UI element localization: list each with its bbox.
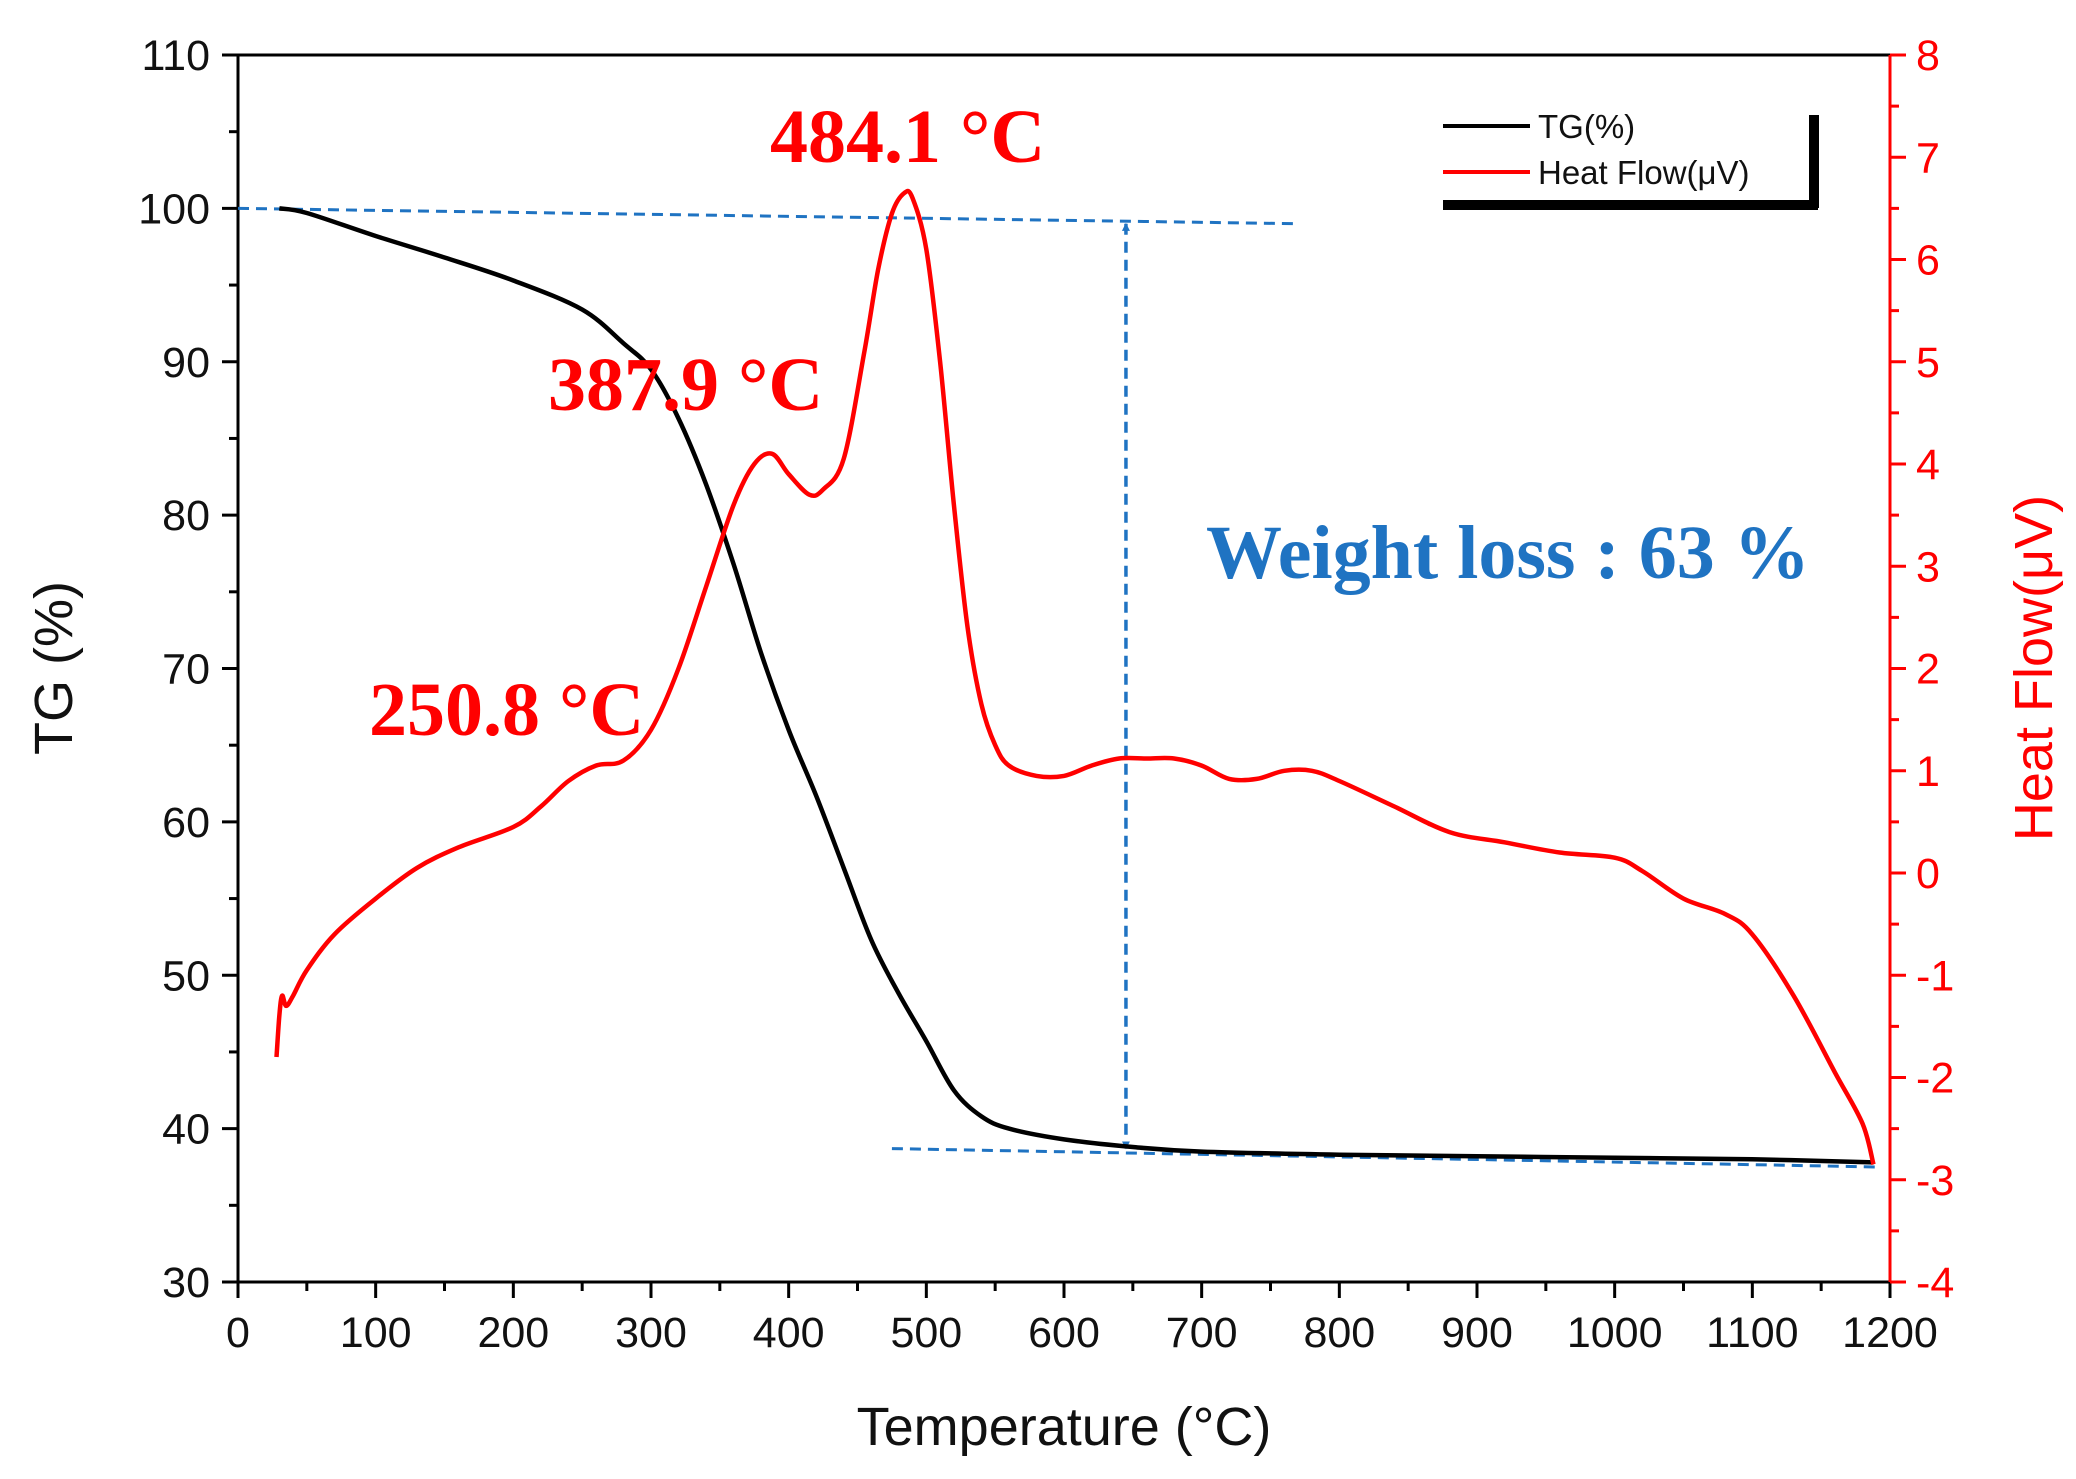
x-tick-label: 700 bbox=[1166, 1309, 1238, 1357]
x-tick-label: 500 bbox=[890, 1309, 962, 1357]
x-tick-label: 1200 bbox=[1842, 1309, 1938, 1357]
y-right-tick-label: -4 bbox=[1916, 1259, 1954, 1307]
x-tick-label: 400 bbox=[753, 1309, 825, 1357]
tg-series-line bbox=[278, 206, 1874, 1165]
x-tick-label: 1000 bbox=[1567, 1309, 1663, 1357]
y-left-tick-label: 40 bbox=[162, 1106, 210, 1154]
x-tick-label: 800 bbox=[1303, 1309, 1375, 1357]
peak-label-250: 250.8 °C bbox=[369, 668, 644, 752]
final-mass-reference-line bbox=[891, 1147, 1877, 1169]
y-right-tick-label: 6 bbox=[1916, 237, 1940, 285]
y-right-tick-label: 0 bbox=[1916, 850, 1940, 898]
peak-label-387: 387.9 °C bbox=[548, 343, 823, 427]
y-right-tick-label: 8 bbox=[1916, 32, 1940, 80]
y-left-tick-label: 100 bbox=[138, 185, 210, 233]
y-left-tick-label: 70 bbox=[162, 646, 210, 694]
y-left-tick-label: 60 bbox=[162, 799, 210, 847]
legend-label-tg: TG(%) bbox=[1538, 108, 1635, 145]
x-tick-label: 100 bbox=[340, 1309, 412, 1357]
x-tick-label: 0 bbox=[226, 1309, 250, 1357]
x-tick-label: 600 bbox=[1028, 1309, 1100, 1357]
weight-loss-label: Weight loss : 63 % bbox=[1206, 511, 1810, 595]
y-axis-right-title: Heat Flow(μV) bbox=[2004, 495, 2064, 841]
legend-label-heat-flow: Heat Flow(μV) bbox=[1538, 154, 1750, 191]
peak-label-484: 484.1 °C bbox=[770, 95, 1045, 179]
y-left-tick-label: 110 bbox=[141, 32, 210, 80]
y-right-tick-label: -1 bbox=[1916, 952, 1954, 1000]
initial-mass-reference-line bbox=[237, 206, 1299, 226]
x-tick-label: 300 bbox=[615, 1309, 687, 1357]
y-right-tick-label: 7 bbox=[1916, 134, 1940, 182]
y-right-tick-label: 3 bbox=[1916, 543, 1940, 591]
y-right-tick-label: -2 bbox=[1916, 1055, 1954, 1103]
y-right-tick-label: 5 bbox=[1916, 339, 1940, 387]
y-right-tick-label: 1 bbox=[1916, 748, 1940, 796]
y-left-tick-label: 90 bbox=[162, 339, 210, 387]
y-right-tick-label: -3 bbox=[1916, 1157, 1954, 1205]
y-right-tick-label: 2 bbox=[1916, 646, 1940, 694]
heat-flow-series-line bbox=[274, 188, 1876, 1166]
y-right-tick-label: 4 bbox=[1916, 441, 1940, 489]
x-axis-title: Temperature (°C) bbox=[857, 1397, 1272, 1457]
y-left-tick-label: 30 bbox=[162, 1259, 210, 1307]
y-left-tick-label: 80 bbox=[162, 492, 210, 540]
x-tick-label: 200 bbox=[477, 1309, 549, 1357]
legend: TG(%) Heat Flow(μV) bbox=[1443, 108, 1819, 210]
x-tick-label: 900 bbox=[1441, 1309, 1513, 1357]
y-left-tick-label: 50 bbox=[162, 952, 210, 1000]
x-tick-label: 1100 bbox=[1706, 1309, 1798, 1357]
y-axis-left-title: TG (%) bbox=[24, 581, 84, 755]
